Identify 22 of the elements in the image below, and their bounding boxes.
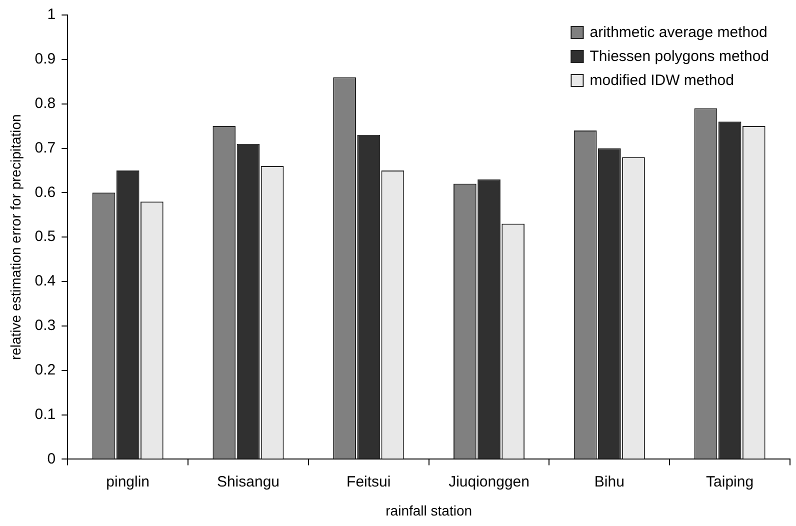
y-tick-label: 0.3 [34, 317, 56, 334]
y-tick-label: 0.1 [34, 406, 56, 423]
y-tick-label: 1 [47, 6, 56, 24]
x-tick-label: Bihu [594, 473, 624, 490]
y-tick-label: 0.8 [34, 94, 56, 112]
y-tick-label: 0.2 [34, 362, 56, 378]
y-tick-label: 0 [47, 450, 56, 468]
y-tick-label: 0.5 [34, 228, 56, 246]
legend-label: modified IDW method [590, 72, 734, 90]
x-tick-label: Jiuqionggen [448, 473, 530, 490]
x-axis-title: rainfall station [386, 502, 472, 518]
x-tick-label: Feitsui [346, 473, 391, 490]
x-tick-label: pinglin [106, 473, 150, 490]
x-tick-label: Taiping [706, 473, 754, 490]
legend-label: Thiessen polygons method [590, 48, 770, 66]
y-tick-label: 0.4 [34, 272, 56, 290]
x-tick-label: Shisangu [216, 473, 280, 490]
y-tick-label: 0.9 [34, 50, 56, 68]
y-axis-title: relative estimation error for precipitation [7, 114, 24, 360]
y-tick-label: 0.7 [34, 139, 56, 156]
legend-label: arithmetic average method [590, 24, 768, 42]
y-tick-label: 0.6 [34, 184, 56, 201]
